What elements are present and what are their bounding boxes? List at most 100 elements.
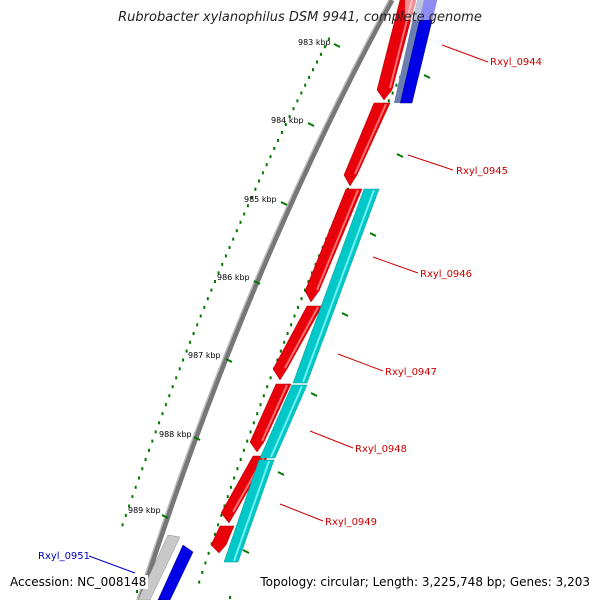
tick-dot: [239, 458, 242, 461]
tick-dot: [220, 513, 223, 517]
gene-arrow-forward[interactable]: [210, 525, 235, 554]
tick-dot: [293, 314, 296, 318]
gene-highlight: [261, 384, 288, 442]
gene-label[interactable]: Rxyl_0947: [385, 367, 437, 378]
tick-dot: [252, 421, 255, 425]
cds-highlight: [270, 385, 303, 458]
tick-dot: [233, 476, 236, 480]
label-leader: [279, 503, 324, 522]
tick-dot: [236, 467, 239, 471]
tick-dot: [284, 123, 287, 126]
tick-dot: [217, 523, 220, 527]
gene-label[interactable]: Rxyl_0948: [355, 444, 407, 455]
accession-text: Accession: NC_008148: [8, 575, 149, 589]
tick-dot: [395, 83, 398, 87]
tick-dot: [269, 376, 272, 380]
tick-dot: [178, 367, 181, 371]
gene-label[interactable]: Rxyl_0949: [325, 517, 377, 528]
tick-dot: [304, 288, 306, 292]
gene-highlight: [316, 189, 359, 291]
tick-dot: [213, 532, 216, 536]
tick-dot: [265, 163, 268, 167]
tick-dot: [136, 590, 138, 593]
tick-dot: [259, 403, 262, 407]
inner-tick: [310, 392, 318, 397]
tick-dot: [258, 179, 261, 183]
gene-label[interactable]: Rxyl_0944: [490, 57, 542, 68]
tick-dot: [316, 60, 318, 64]
tick-dot: [207, 551, 210, 555]
inner-tick-track: [242, 74, 431, 554]
tick-dot: [246, 439, 249, 443]
major-ticks: [161, 43, 341, 519]
tick-dot: [224, 254, 227, 258]
tick-dot: [323, 45, 326, 49]
tick-dot: [175, 376, 178, 380]
scale-label: 983 kbp: [298, 38, 331, 47]
tick-track: [121, 37, 409, 584]
tick-dot: [266, 385, 269, 389]
label-leader: [337, 353, 384, 372]
tick-dot: [235, 229, 238, 233]
tick-dot: [292, 107, 295, 111]
tick-dot: [300, 91, 303, 95]
scale-label: 986 kbp: [217, 273, 250, 282]
tick-dot: [277, 139, 280, 142]
tick-dot: [283, 340, 286, 344]
tick-dot: [307, 280, 310, 283]
tick-dot: [203, 305, 206, 309]
tick-dot: [134, 485, 137, 489]
cds-highlights: [233, 189, 375, 562]
gene-label[interactable]: Rxyl_0951: [38, 551, 90, 562]
inner-tick: [242, 549, 250, 554]
inner-tick: [369, 232, 377, 237]
tick-dot: [276, 358, 279, 362]
tick-dot: [148, 448, 150, 452]
tick-dot: [141, 467, 144, 471]
gene-label[interactable]: Rxyl_0946: [420, 269, 472, 280]
major-tick: [280, 201, 288, 206]
tick-dot: [312, 68, 314, 72]
label-leader: [407, 154, 454, 171]
tick-dot: [158, 421, 161, 425]
tick-dot: [161, 412, 164, 416]
label-leader: [372, 256, 419, 274]
tick-dot: [226, 495, 229, 499]
tick-dot: [308, 75, 311, 79]
gene-arrow-reverse[interactable]: [157, 544, 194, 600]
cds-track: [223, 188, 380, 563]
tick-dot: [249, 430, 252, 434]
bottom-ticks: [136, 590, 231, 599]
tick-dot: [286, 332, 289, 335]
major-tick: [307, 122, 315, 127]
cds-block[interactable]: [223, 459, 275, 563]
genome-summary-text: Topology: circular; Length: 3,225,748 bp…: [258, 575, 592, 589]
scale-label: 985 kbp: [244, 195, 277, 204]
gene-label[interactable]: Rxyl_0945: [456, 166, 508, 177]
tick-dot: [279, 349, 282, 353]
inner-tick: [423, 74, 431, 79]
tick-dot: [243, 212, 246, 216]
tick-dot: [280, 131, 283, 134]
tick-dot: [228, 246, 231, 249]
inner-tick: [396, 153, 404, 158]
genome-backbone: [137, 0, 395, 600]
tick-dot: [262, 394, 265, 398]
scale-labels: 983 kbp 984 kbp 985 kbp 986 kbp 987 kbp …: [128, 38, 331, 515]
tick-dot: [168, 394, 171, 398]
major-tick: [333, 43, 341, 48]
tick-dot: [171, 385, 174, 389]
tick-dot: [221, 262, 224, 266]
cds-highlight: [302, 189, 375, 383]
major-tick: [193, 436, 201, 441]
tick-dot: [297, 305, 299, 309]
page-title: Rubrobacter xylanophilus DSM 9941, compl…: [118, 10, 482, 25]
tick-dot: [198, 580, 201, 584]
tick-dot: [214, 280, 216, 283]
tick-dot: [300, 297, 303, 301]
tick-dot: [185, 349, 188, 353]
tick-dot: [151, 439, 154, 443]
gene-highlight: [284, 306, 319, 369]
tick-dot: [327, 37, 330, 41]
tick-dot: [131, 495, 134, 499]
